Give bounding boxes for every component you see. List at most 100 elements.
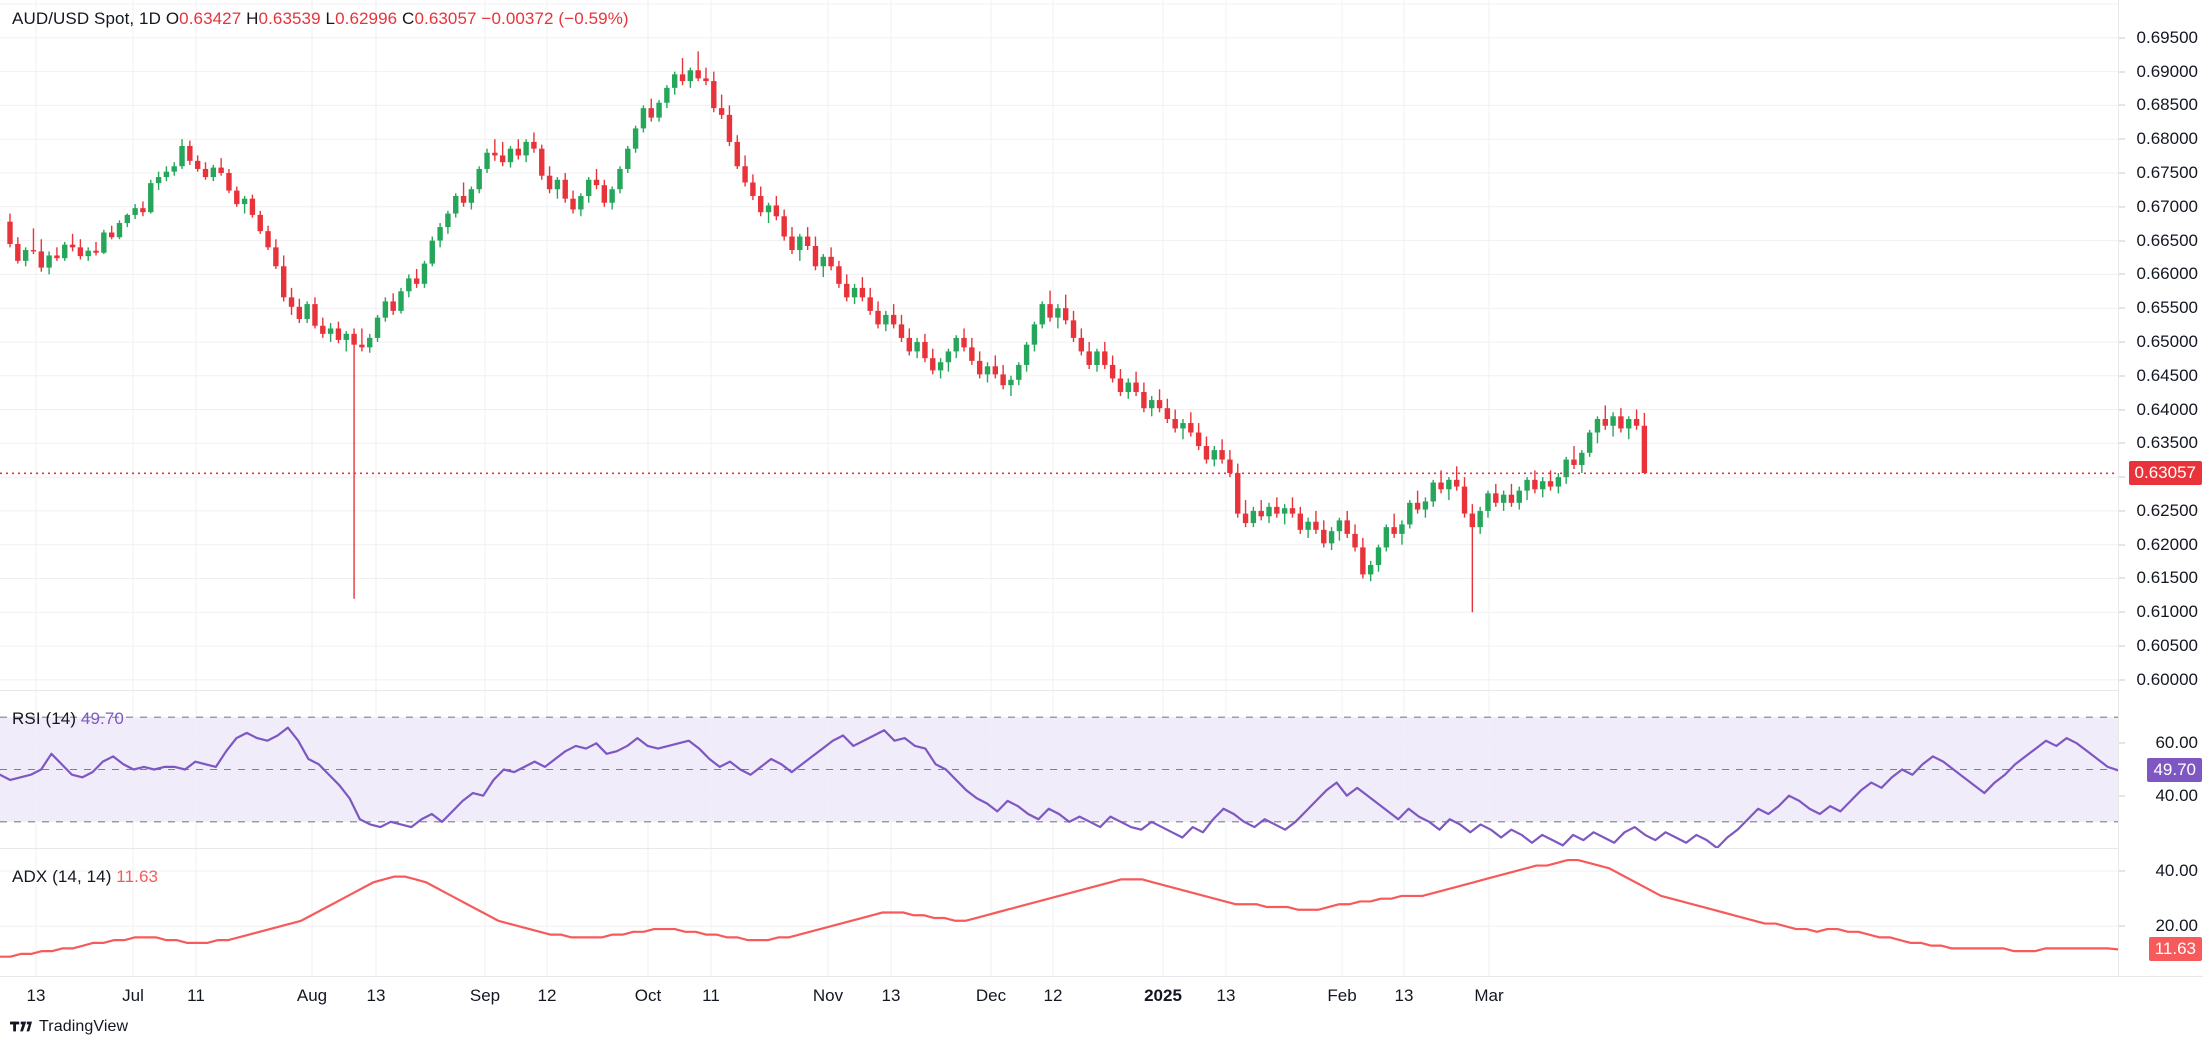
low-value: 0.62996	[335, 9, 398, 28]
price-scale[interactable]: 0.69500 0.69000 0.68500 0.68000 0.67500 0.670…	[2118, 0, 2203, 976]
rsi-axis-tick	[2119, 795, 2125, 797]
rsi-axis-label: 60.00	[2155, 733, 2198, 753]
adx-pane[interactable]	[0, 849, 2118, 976]
rsi-value: 49.70	[80, 709, 124, 728]
price-axis-tick	[2119, 611, 2125, 613]
tradingview-wordmark: TradingView	[39, 1017, 129, 1035]
price-axis-label: 0.60000	[2136, 669, 2198, 689]
time-axis-label: 13	[1394, 986, 1414, 1005]
adx-axis-tick	[2119, 870, 2125, 872]
time-axis-label: 11	[187, 986, 205, 1005]
pane-separator-1	[0, 690, 2203, 691]
rsi-name[interactable]: RSI (14)	[12, 709, 77, 728]
price-axis-tick	[2119, 104, 2125, 106]
price-pane[interactable]	[0, 0, 2118, 690]
price-axis-tick	[2119, 476, 2125, 478]
price-legend[interactable]: AUD/USD Spot, 1D O0.63427 H0.63539 L0.62…	[12, 9, 629, 29]
price-axis-tick	[2119, 37, 2125, 39]
rsi-band-fill	[0, 717, 2118, 822]
rsi-pane[interactable]	[0, 691, 2118, 848]
price-axis-tick	[2119, 679, 2125, 681]
time-axis-label: 13	[366, 986, 386, 1005]
rsi-line	[0, 726, 2118, 848]
time-axis-label: 12	[1043, 986, 1063, 1005]
adx-value: 11.63	[116, 867, 159, 886]
low-label: L	[325, 9, 336, 28]
candles	[7, 51, 1648, 613]
adx-value-badge[interactable]: 11.63	[2148, 937, 2202, 962]
price-axis-label: 0.62000	[2136, 534, 2198, 554]
time-axis-label: Mar	[1474, 986, 1504, 1005]
tradingview-logo-icon	[10, 1021, 32, 1032]
time-axis-label: 11	[702, 986, 720, 1005]
price-axis-tick	[2119, 307, 2125, 309]
price-axis-label: 0.64000	[2136, 399, 2198, 419]
time-axis-label: 13	[26, 986, 46, 1005]
time-axis-label: 2025	[1144, 986, 1182, 1005]
price-axis-tick	[2119, 240, 2125, 242]
price-axis-label: 0.69000	[2136, 61, 2198, 81]
price-axis-tick	[2119, 645, 2125, 647]
price-grid	[0, 0, 2118, 690]
rsi-value-badge[interactable]: 49.70	[2147, 758, 2202, 783]
price-axis-tick	[2119, 273, 2125, 275]
time-axis-label: Sep	[469, 986, 501, 1005]
time-axis-label: Feb	[1327, 986, 1357, 1005]
price-axis-label: 0.61000	[2136, 602, 2198, 622]
pane-separator-2	[0, 848, 2203, 849]
price-axis-label: 0.65000	[2136, 331, 2198, 351]
price-axis-tick	[2119, 577, 2125, 579]
candlestick-plot	[0, 0, 2118, 690]
adx-axis-label: 40.00	[2155, 861, 2198, 881]
rsi-legend[interactable]: RSI (14) 49.70	[12, 709, 124, 729]
time-scale[interactable]: 13 Jul 11 Aug 13 Sep 12 Oct 11 Nov 13 Dec 12 2025 13 Fe…	[0, 976, 2203, 1011]
symbol-label[interactable]: AUD/USD Spot, 1D	[12, 9, 161, 28]
adx-line	[0, 858, 2118, 958]
price-axis-label: 0.66500	[2136, 230, 2198, 250]
price-axis-tick	[2119, 172, 2125, 174]
footer-bar: TradingView	[0, 1010, 2203, 1043]
current-price-badge[interactable]: 0.63057	[2128, 461, 2202, 486]
tradingview-logo[interactable]: TradingView	[10, 1018, 128, 1036]
price-axis-tick	[2119, 544, 2125, 546]
price-axis-label: 0.65500	[2136, 298, 2198, 318]
price-axis-tick	[2119, 375, 2125, 377]
time-axis-label: 13	[1216, 986, 1236, 1005]
time-axis-label: Aug	[296, 986, 328, 1005]
change-value: −0.00372 (−0.59%)	[481, 9, 629, 28]
price-axis-label: 0.67000	[2136, 196, 2198, 216]
price-axis-label: 0.60500	[2136, 636, 2198, 656]
adx-name[interactable]: ADX (14, 14)	[12, 867, 112, 886]
adx-plot	[0, 849, 2118, 976]
price-axis-tick	[2119, 138, 2125, 140]
rsi-plot	[0, 691, 2118, 848]
open-value: 0.63427	[179, 9, 242, 28]
price-axis-label: 0.68500	[2136, 95, 2198, 115]
price-axis-label: 0.68000	[2136, 129, 2198, 149]
rsi-axis-tick	[2119, 742, 2125, 744]
adx-axis-label: 20.00	[2155, 916, 2198, 936]
close-value: 0.63057	[414, 9, 477, 28]
time-axis-label: Dec	[975, 986, 1007, 1005]
time-axis-label: Oct	[634, 986, 662, 1005]
time-axis-label: Jul	[122, 986, 144, 1005]
price-axis-label: 0.61500	[2136, 568, 2198, 588]
time-axis-label: Nov	[812, 986, 844, 1005]
time-axis-label: 12	[537, 986, 557, 1005]
price-axis-tick	[2119, 510, 2125, 512]
price-axis-label: 0.64500	[2136, 365, 2198, 385]
high-value: 0.63539	[258, 9, 321, 28]
time-axis-label: 13	[881, 986, 901, 1005]
price-axis-label: 0.67500	[2136, 163, 2198, 182]
price-axis-label: 0.66000	[2136, 264, 2198, 284]
adx-legend[interactable]: ADX (14, 14) 11.63	[12, 867, 158, 887]
close-label: C	[402, 9, 415, 28]
rsi-axis-label: 40.00	[2155, 785, 2198, 805]
price-axis-tick	[2119, 71, 2125, 73]
price-axis-label: 0.63500	[2136, 433, 2198, 453]
open-label: O	[165, 9, 180, 28]
high-label: H	[246, 9, 259, 28]
price-axis-tick	[2119, 442, 2125, 444]
price-axis-tick	[2119, 409, 2125, 411]
